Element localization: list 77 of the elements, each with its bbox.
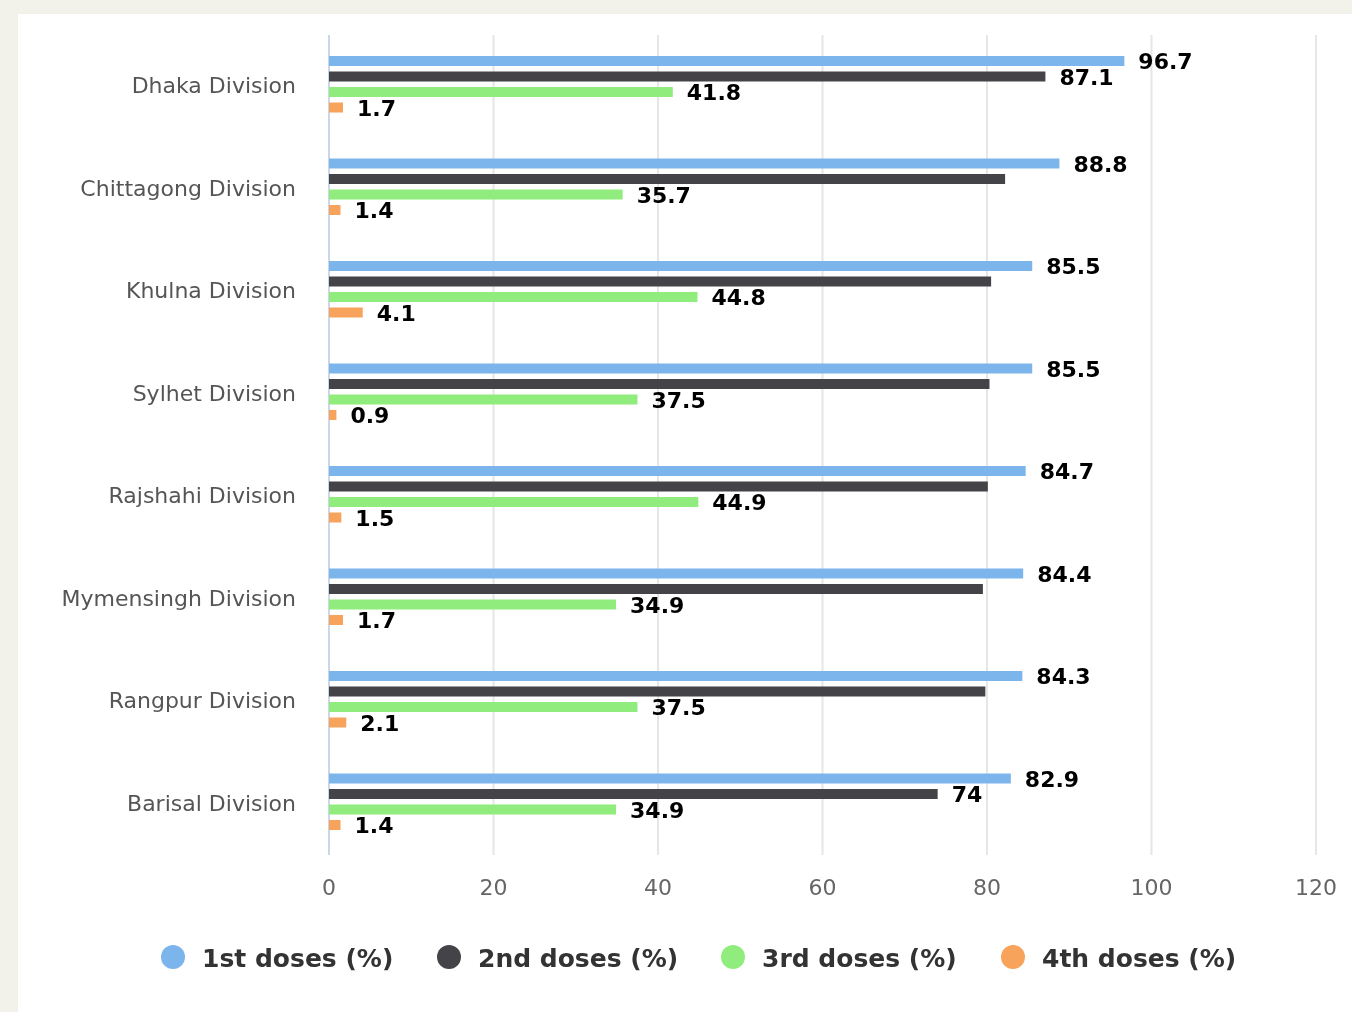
data-label: 84.4 [1037, 561, 1092, 587]
bar [329, 307, 363, 318]
bar [329, 71, 1046, 82]
bar [329, 466, 1026, 476]
data-label: 84.7 [1039, 459, 1094, 484]
bar [329, 584, 983, 594]
data-label: 34.9 [630, 797, 685, 823]
y-tick-label: Rajshahi Division [108, 483, 296, 508]
data-label: 1.5 [355, 505, 395, 531]
bar [329, 189, 623, 200]
data-label: 87.1 [1059, 64, 1114, 90]
x-tick-label: 20 [479, 875, 508, 900]
bar [329, 717, 347, 728]
data-label: 35.7 [636, 182, 691, 208]
bar [329, 205, 341, 215]
data-label: 82.9 [1024, 766, 1080, 792]
data-label: 85.5 [1046, 356, 1101, 382]
bar [329, 702, 638, 712]
bar [329, 568, 1024, 579]
bar [329, 497, 699, 507]
data-label: 44.9 [712, 490, 767, 515]
data-label: 37.5 [651, 387, 706, 413]
y-tick-label: Mymensingh Division [61, 585, 296, 611]
data-label: 1.4 [354, 198, 394, 223]
legend-label: 2nd doses (%) [478, 944, 679, 973]
bar [329, 87, 673, 97]
data-label: 4.1 [376, 300, 416, 326]
bar [329, 394, 638, 405]
y-tick-label: Dhaka Division [131, 73, 296, 98]
x-tick-label: 80 [973, 875, 1001, 900]
bar [329, 820, 341, 830]
data-label: 2.1 [360, 710, 400, 736]
legend-label: 4th doses (%) [1042, 944, 1237, 973]
bar [329, 379, 990, 389]
bar [329, 481, 988, 492]
bar [329, 158, 1060, 169]
bar [329, 410, 337, 420]
data-label: 0.9 [350, 403, 390, 428]
data-label: 37.5 [651, 695, 706, 720]
bar [329, 686, 986, 697]
data-label: 88.8 [1073, 151, 1128, 177]
data-label: 1.7 [356, 608, 396, 633]
data-label: 1.4 [354, 813, 394, 838]
legend-label: 1st doses (%) [202, 944, 394, 973]
bar [329, 56, 1125, 66]
bar [329, 174, 1006, 184]
y-tick-label: Sylhet Division [132, 380, 296, 406]
bar [329, 261, 1033, 271]
legend-label: 3rd doses (%) [762, 944, 957, 973]
data-label: 96.7 [1138, 49, 1193, 74]
bar [329, 276, 992, 287]
bar [329, 599, 617, 610]
bar [329, 292, 698, 302]
data-label: 85.5 [1046, 254, 1101, 279]
data-label: 1.7 [356, 95, 396, 121]
y-tick-label: Khulna Division [125, 278, 296, 303]
data-label: 34.9 [630, 592, 685, 618]
data-label: 44.8 [711, 285, 766, 310]
y-tick-label: Chittagong Division [80, 175, 296, 201]
x-tick-label: 100 [1130, 875, 1173, 900]
y-tick-label: Rangpur Division [108, 688, 296, 713]
bar [329, 615, 343, 625]
data-label: 84.3 [1036, 664, 1091, 689]
x-tick-label: 120 [1295, 875, 1337, 900]
x-tick-label: 40 [644, 875, 672, 900]
data-label: 74 [951, 782, 983, 807]
bar [329, 773, 1011, 784]
bar [329, 102, 343, 113]
bar [329, 512, 342, 523]
bar [329, 789, 938, 799]
data-label: 41.8 [686, 80, 742, 105]
x-tick-label: 60 [808, 875, 837, 900]
bar [329, 671, 1023, 681]
bar [329, 363, 1033, 374]
x-tick-label: 0 [322, 875, 336, 900]
bar [329, 804, 617, 815]
y-tick-label: Barisal Division [127, 790, 296, 816]
